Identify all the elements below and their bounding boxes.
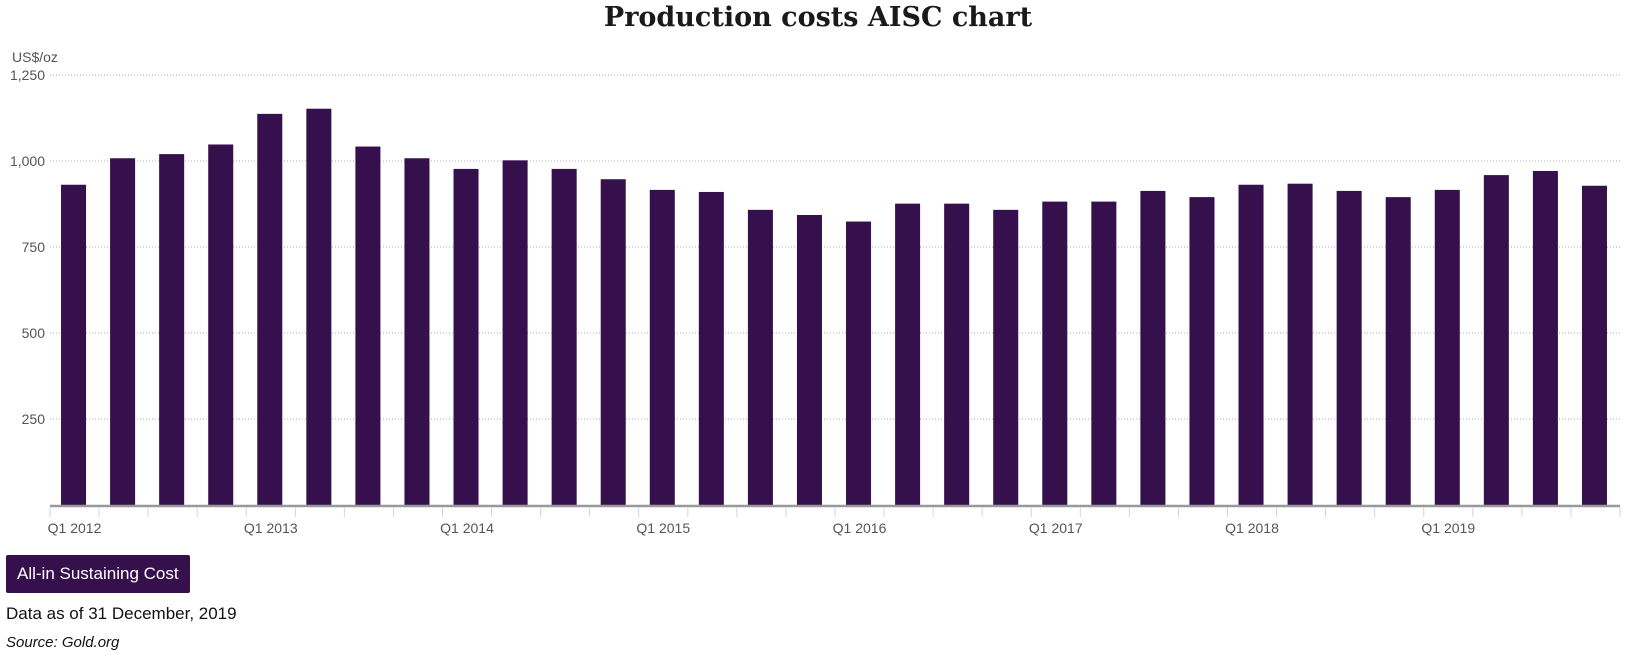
bar-q3-2013 — [355, 146, 381, 505]
bar-q1-2017 — [1042, 201, 1068, 506]
bar-q4-2018 — [1385, 197, 1411, 505]
x-tick-label: Q1 2016 — [833, 520, 887, 536]
y-tick-label: 750 — [22, 239, 46, 255]
bar-chart: US$/oz 250 500 750 1,000 1,250 Q1 2012 Q1 2013 Q… — [10, 49, 1621, 536]
bar-q1-2016 — [846, 221, 872, 505]
chart-title: Production costs AISC chart — [603, 2, 1033, 33]
legend-item-aisc[interactable]: All-in Sustaining Cost — [6, 555, 190, 593]
bar-q3-2016 — [944, 203, 970, 505]
bar-q3-2014 — [551, 168, 577, 506]
bar-q2-2014 — [502, 160, 528, 505]
bar-q3-2017 — [1140, 190, 1166, 506]
bar-q2-2018 — [1287, 183, 1313, 506]
x-tick-label: Q1 2013 — [244, 520, 298, 536]
y-tick-label: 500 — [22, 325, 46, 341]
bar-q1-2015 — [649, 189, 675, 505]
bar-q1-2012 — [61, 184, 87, 505]
bar-q4-2016 — [993, 209, 1019, 505]
bar-q4-2013 — [404, 158, 430, 506]
x-tick-label: Q1 2012 — [48, 520, 102, 536]
bar-q4-2012 — [208, 144, 234, 505]
bar-q1-2018 — [1238, 184, 1264, 505]
x-tick-label: Q1 2018 — [1225, 520, 1279, 536]
bar-q3-2019 — [1532, 170, 1558, 505]
bar-q1-2019 — [1434, 189, 1460, 505]
bar-q4-2019 — [1581, 185, 1607, 505]
bar-q4-2017 — [1189, 197, 1215, 505]
bar-q1-2013 — [257, 113, 283, 505]
source-note: Source: Gold.org — [6, 634, 120, 651]
y-axis-label: US$/oz — [12, 49, 58, 65]
bar-q2-2012 — [110, 158, 136, 506]
y-tick-label: 1,250 — [10, 67, 45, 83]
bar-q2-2017 — [1091, 201, 1117, 506]
bar-q1-2014 — [453, 168, 479, 506]
bar-q2-2019 — [1483, 175, 1509, 505]
bar-q4-2014 — [600, 179, 626, 505]
bar-q3-2012 — [159, 154, 185, 505]
x-tick-label: Q1 2014 — [440, 520, 494, 536]
bar-q2-2015 — [698, 191, 724, 505]
data-as-of: Data as of 31 December, 2019 — [6, 604, 237, 623]
x-tick-label: Q1 2015 — [636, 520, 690, 536]
y-tick-label: 250 — [22, 411, 46, 427]
bar-q4-2015 — [796, 215, 822, 505]
bar-q3-2015 — [747, 209, 773, 505]
bar-q2-2013 — [306, 108, 332, 505]
bar-q3-2018 — [1336, 190, 1362, 506]
x-tick-label: Q1 2017 — [1029, 520, 1083, 536]
y-tick-label: 1,000 — [10, 153, 45, 169]
bar-q2-2016 — [895, 203, 921, 505]
x-tick-label: Q1 2019 — [1421, 520, 1475, 536]
